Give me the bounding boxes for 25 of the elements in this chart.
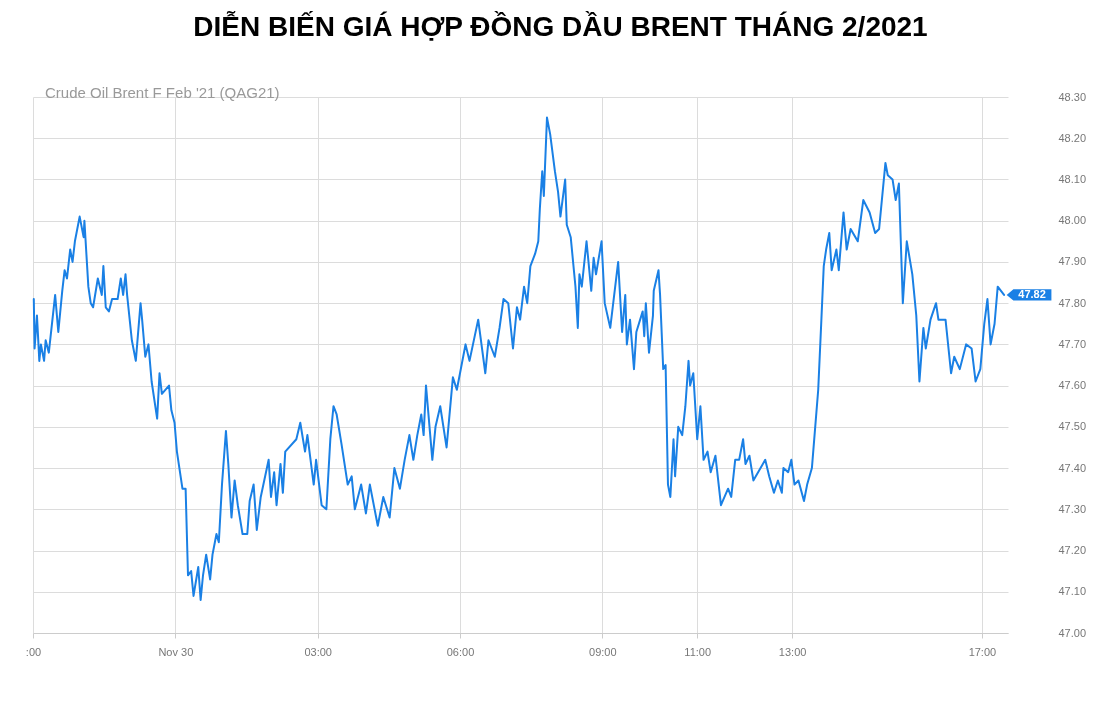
y-tick-label: 47.20 bbox=[1058, 544, 1087, 557]
annotation: Crude Oil Brent F Feb '21 (QAG21) bbox=[45, 84, 280, 101]
x-tick-label: 11:00 bbox=[684, 645, 712, 658]
y-tick-label: 48.30 bbox=[1058, 90, 1087, 103]
y-tick-label: 47.30 bbox=[1058, 502, 1087, 515]
x-tick-label: 03:00 bbox=[304, 645, 332, 658]
y-tick-label: 47.10 bbox=[1058, 585, 1087, 598]
y-tick-label: 47.50 bbox=[1058, 420, 1087, 433]
y-tick-label: 47.60 bbox=[1058, 379, 1087, 392]
x-tick-label: 06:00 bbox=[446, 645, 475, 658]
chart-title: DIỄN BIẾN GIÁ HỢP ĐỒNG DẦU BRENT THÁNG 2/2021 bbox=[193, 11, 928, 42]
y-tick-label: 48.20 bbox=[1058, 131, 1087, 144]
x-tick-label: 17:00 bbox=[968, 645, 997, 658]
annotation: 47.82 bbox=[1018, 287, 1046, 300]
y-tick-label: 47.00 bbox=[1058, 626, 1087, 639]
y-tick-label: 47.70 bbox=[1058, 337, 1087, 350]
y-tick-label: 48.00 bbox=[1058, 214, 1087, 227]
y-tick-label: 48.10 bbox=[1058, 172, 1087, 185]
x-tick-label: 09:00 bbox=[589, 645, 617, 658]
y-tick-label: 47.40 bbox=[1058, 461, 1087, 474]
x-tick-label: Nov 30 bbox=[158, 645, 194, 658]
x-tick-label: 13:00 bbox=[778, 645, 807, 658]
y-tick-label: 47.80 bbox=[1058, 296, 1087, 309]
y-tick-label: 47.90 bbox=[1058, 255, 1087, 268]
x-tick-label: :00 bbox=[25, 645, 42, 658]
